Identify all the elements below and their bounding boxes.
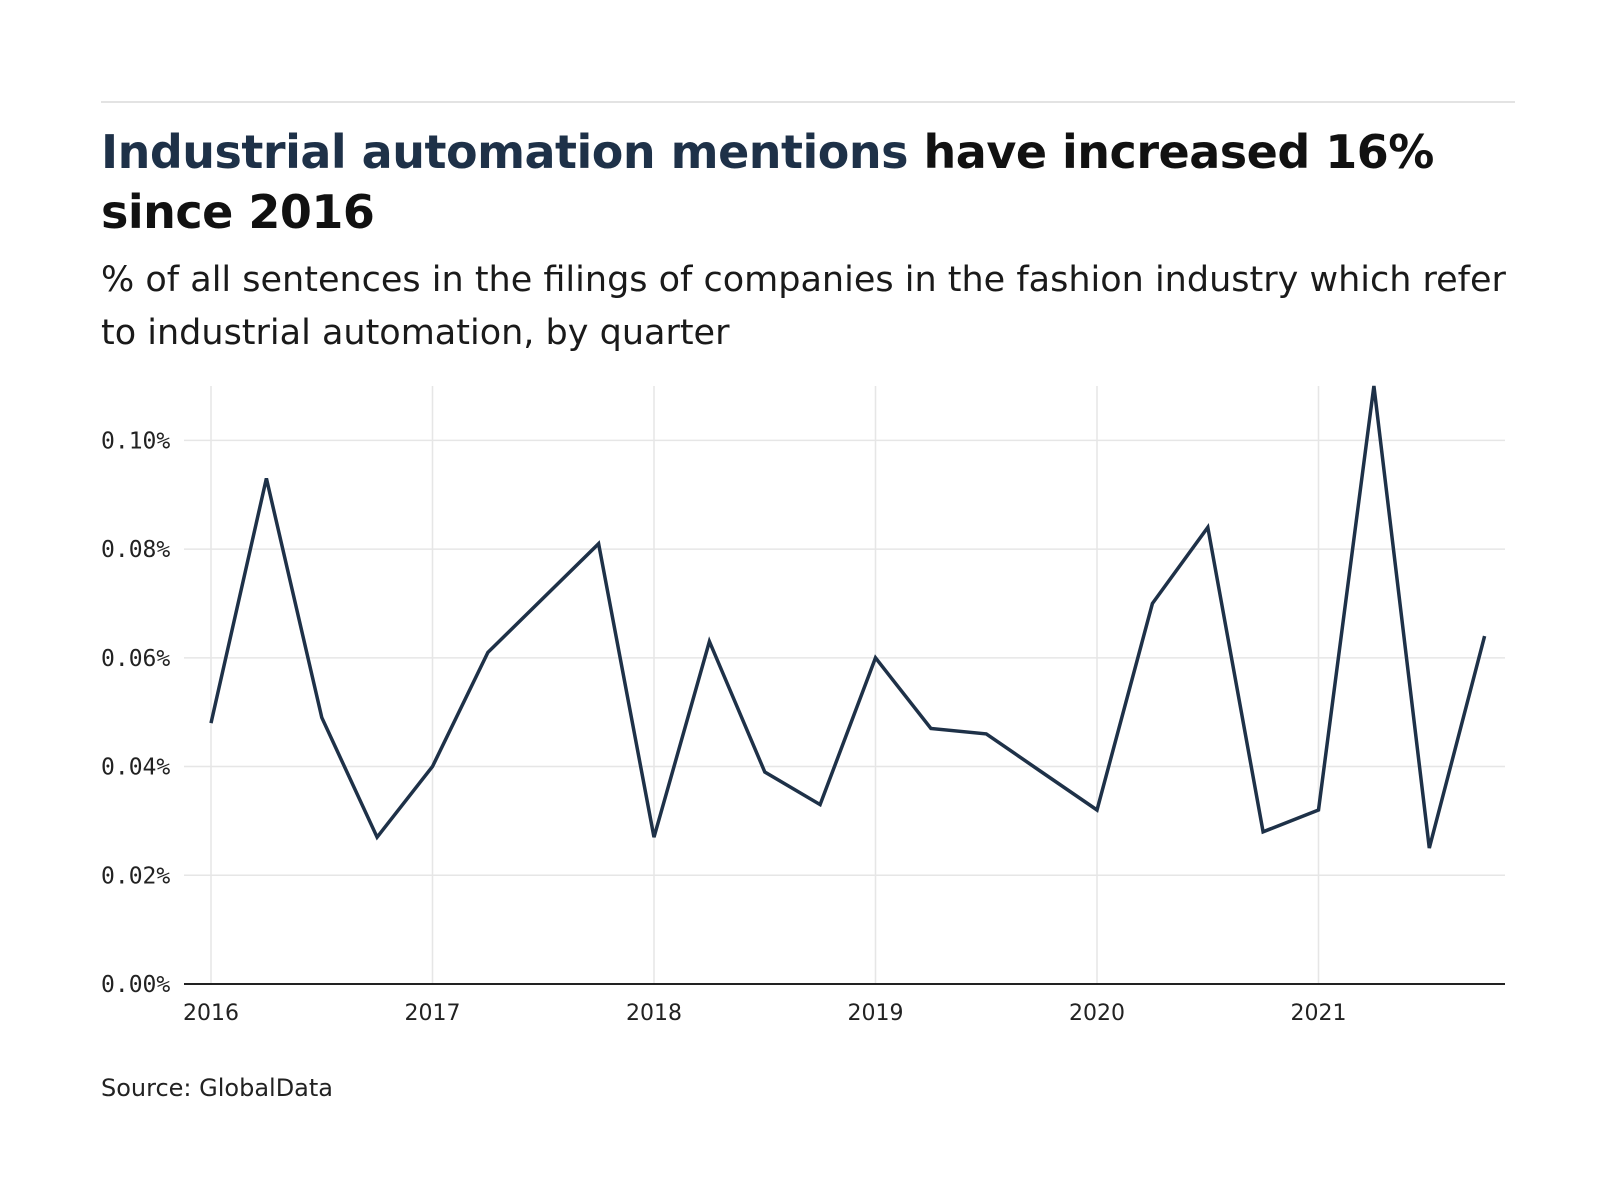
y-tick-label: 0.04% <box>101 755 170 781</box>
axis-layer: 0.00% 0.02% 0.04% 0.06% 0.08% 0.10% 2016 2017 20… <box>101 428 1505 1026</box>
title-highlight: Industrial automation mentions <box>101 125 909 179</box>
x-tick-label: 2020 <box>1069 1001 1125 1026</box>
series-line <box>209 385 1487 849</box>
chart-subtitle: % of all sentences in the filings of com… <box>101 260 1506 353</box>
x-tick-label: 2018 <box>626 1001 682 1026</box>
y-tick-label: 0.06% <box>101 646 170 672</box>
y-tick-label: 0.10% <box>101 428 170 454</box>
x-tick-label: 2019 <box>848 1001 904 1026</box>
chart-title: Industrial automation mentions have incr… <box>101 122 1521 242</box>
title-rest: have increased 16% since 2016 <box>101 125 1434 239</box>
source-note: Source: GlobalData <box>101 1074 334 1102</box>
y-tick-label: 0.08% <box>101 537 170 563</box>
x-tick-label: 2021 <box>1291 1001 1347 1026</box>
grid-layer <box>184 386 1505 984</box>
top-divider <box>101 101 1515 103</box>
x-tick-label: 2016 <box>183 1001 239 1026</box>
y-tick-label: 0.02% <box>101 863 170 889</box>
line-layer <box>209 385 1487 849</box>
x-tick-label: 2017 <box>405 1001 461 1026</box>
y-tick-label: 0.00% <box>101 972 170 998</box>
